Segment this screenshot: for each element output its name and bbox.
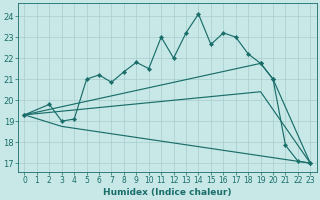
X-axis label: Humidex (Indice chaleur): Humidex (Indice chaleur) <box>103 188 232 197</box>
